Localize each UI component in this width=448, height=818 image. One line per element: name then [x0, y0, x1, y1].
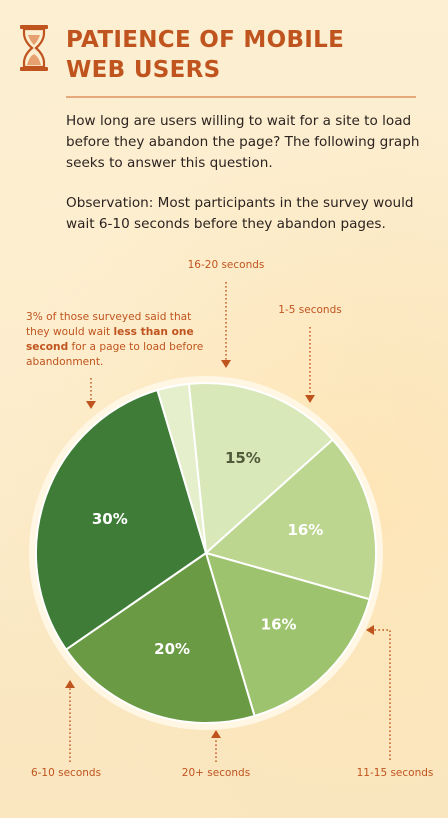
- pointer-arrow-20-seconds: [211, 730, 221, 738]
- page-title: PATIENCE OF MOBILE WEB USERS: [66, 25, 426, 85]
- category-label-6-10-seconds: 6-10 seconds: [31, 767, 101, 779]
- pie-slice-1-5-seconds: [203, 438, 377, 601]
- pointer-arrow-6-10-seconds: [65, 680, 75, 688]
- title-divider: [66, 96, 416, 98]
- intro-observation: Observation: Most participants in the su…: [66, 195, 414, 232]
- pointer-arrow-16-20-seconds: [221, 360, 231, 368]
- pie-slice-less-than-one-second: [156, 382, 207, 554]
- intro-question: How long are users willing to wait for a…: [66, 113, 420, 171]
- pie-label-6-10-seconds: 30%: [92, 510, 128, 528]
- category-label-11-15-seconds: 11-15 seconds: [357, 767, 434, 779]
- annotation-less-than-one-second: 3% of those surveyed said that they woul…: [26, 310, 216, 370]
- pie-slice-16-20-seconds: [187, 382, 335, 556]
- pie-label-11-15-seconds: 16%: [261, 616, 297, 634]
- pointer-arrow-11-15-seconds: [366, 625, 374, 635]
- annotation-text-1: 3% of those surveyed said that they woul…: [26, 311, 192, 338]
- annotation-text-bold: less than one second: [26, 326, 194, 353]
- title-line-2: WEB USERS: [66, 57, 221, 83]
- pie-slice-6-10-seconds: [35, 388, 208, 651]
- category-labels: 16-20 seconds 1-5 seconds 11-15 seconds 20+…: [31, 259, 433, 779]
- annotation-text-2: for a page to load before abandonment.: [26, 341, 204, 368]
- category-label-1-5-seconds: 1-5 seconds: [278, 304, 341, 316]
- title-line-1: PATIENCE OF MOBILE: [66, 27, 345, 53]
- pie-slices: [35, 382, 377, 724]
- category-label-16-20-seconds: 16-20 seconds: [188, 259, 265, 271]
- pie-label-16-20-seconds: 15%: [225, 449, 261, 467]
- pie-slice-20-seconds: [64, 551, 256, 724]
- pointer-arrow-less-than-one-second: [86, 401, 96, 409]
- pie-label-20-seconds: 20%: [154, 640, 190, 658]
- pointer-arrow-1-5-seconds: [305, 395, 315, 403]
- category-label-20-seconds: 20+ seconds: [182, 767, 250, 779]
- pointer-line-11-15-seconds: [372, 629, 391, 760]
- pie-labels: 15% 16% 16% 20% 30%: [92, 449, 324, 658]
- hourglass-icon: [20, 25, 48, 71]
- pie-label-1-5-seconds: 16%: [287, 521, 323, 539]
- pie-slice-11-15-seconds: [204, 551, 371, 718]
